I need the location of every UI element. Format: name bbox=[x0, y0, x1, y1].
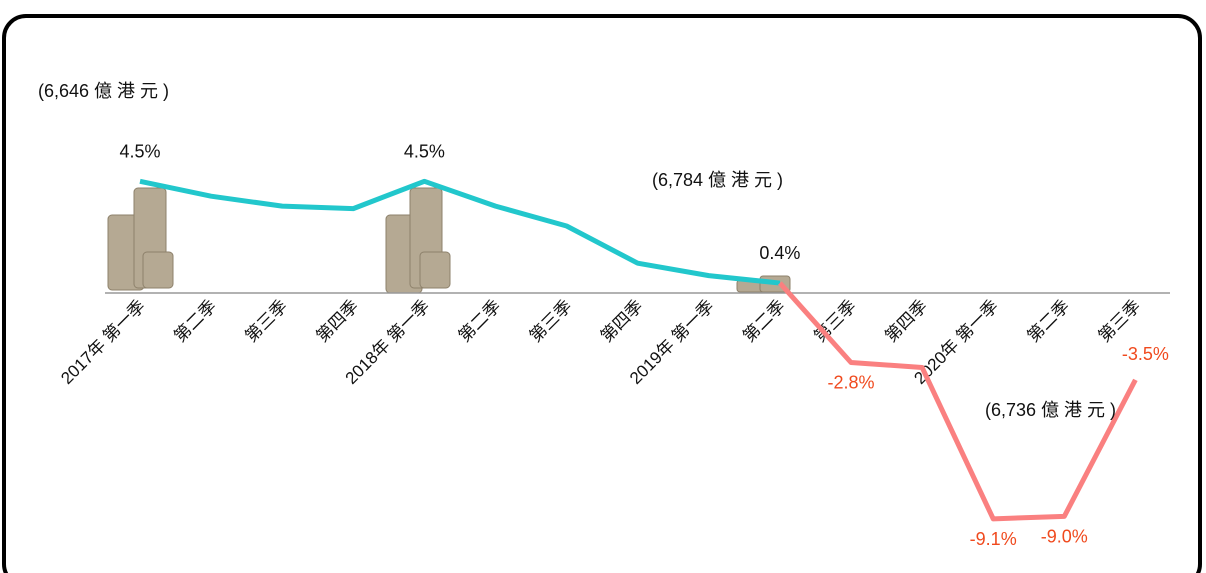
data-label: -9.0% bbox=[1041, 526, 1088, 546]
data-label: -2.8% bbox=[827, 372, 874, 392]
annotation: (6,784 億 港 元 ) bbox=[652, 170, 783, 190]
frame bbox=[4, 16, 1200, 573]
annotation: (6,736 億 港 元 ) bbox=[985, 400, 1116, 420]
chart: 2017年 第一季第二季第三季第四季2018年 第一季第二季第三季第四季2019… bbox=[0, 0, 1206, 573]
data-label: 0.4% bbox=[759, 243, 800, 263]
annotation: (6,646 億 港 元 ) bbox=[38, 81, 169, 101]
data-label: -3.5% bbox=[1122, 344, 1169, 364]
data-label: -9.1% bbox=[970, 529, 1017, 549]
data-label: 4.5% bbox=[119, 141, 160, 161]
data-label: 4.5% bbox=[404, 141, 445, 161]
